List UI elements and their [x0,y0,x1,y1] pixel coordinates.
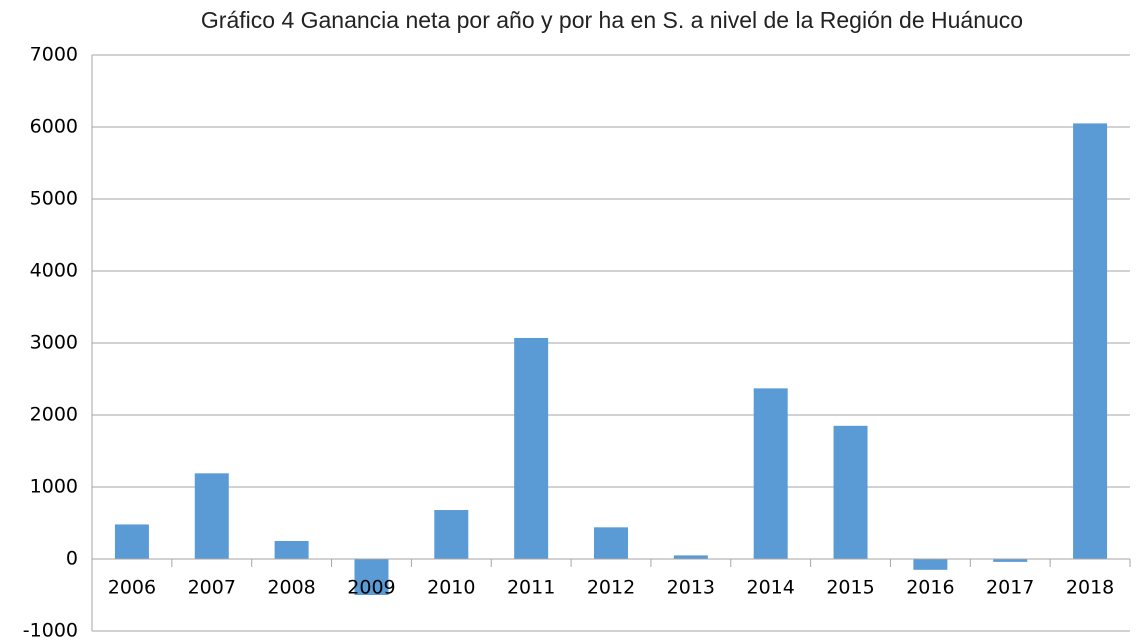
y-tick-label: 7000 [30,44,78,66]
x-tick-label: 2012 [587,577,635,599]
x-tick-label: 2007 [188,577,236,599]
bar [594,527,628,559]
bar [753,388,788,559]
x-tick-label: 2016 [906,577,954,599]
bar [434,510,469,559]
x-tick-label: 2014 [747,577,795,599]
y-tick-label: 6000 [30,116,78,138]
y-tick-label: 2000 [30,404,78,426]
y-tick-label: 3000 [30,332,78,354]
bar [1073,123,1108,560]
bar [514,337,549,559]
x-tick-label: 2011 [507,577,555,599]
y-tick-label: 0 [66,548,78,570]
x-tick-label: 2009 [347,577,395,599]
bar [114,524,149,559]
bar [354,559,389,595]
x-tick-label: 2015 [826,577,874,599]
x-tick-label: 2017 [986,577,1034,599]
x-tick-label: 2008 [267,577,315,599]
x-tick-label: 2018 [1066,577,1114,599]
y-tick-label: 5000 [30,188,78,210]
x-tick-label: 2010 [427,577,475,599]
y-tick-label: 4000 [30,260,78,282]
chart-title: Gráfico 4 Ganancia neta por año y por ha… [201,7,1023,33]
bar [993,559,1028,562]
bar [913,559,948,570]
bar [673,555,708,559]
bar [194,473,229,559]
x-tick-label: 2013 [667,577,715,599]
bar [833,425,868,559]
bar [274,541,309,559]
y-tick-label: 1000 [30,476,78,498]
y-tick-label: -1000 [23,620,78,641]
x-tick-label: 2006 [108,577,156,599]
